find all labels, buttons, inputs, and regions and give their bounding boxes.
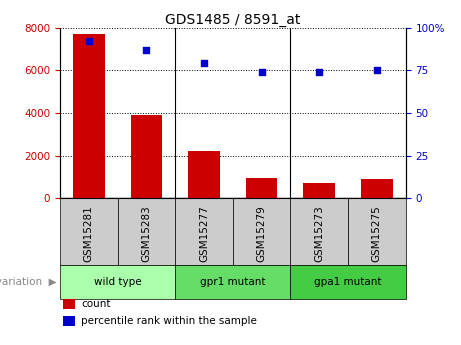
Text: GSM15273: GSM15273 (314, 205, 324, 262)
Point (142, 47, 150, 52)
Bar (303, 184, 335, 198)
Bar (63, 316, 76, 326)
FancyBboxPatch shape (290, 198, 348, 265)
Text: GSM15277: GSM15277 (199, 205, 209, 262)
FancyBboxPatch shape (348, 198, 406, 265)
Bar (188, 151, 220, 198)
Bar (63, 299, 76, 309)
FancyBboxPatch shape (233, 198, 290, 265)
Bar (130, 115, 162, 198)
FancyBboxPatch shape (290, 265, 406, 299)
FancyBboxPatch shape (175, 265, 290, 299)
FancyBboxPatch shape (118, 198, 175, 265)
Bar (246, 178, 278, 198)
Point (85, 39, 92, 44)
Text: wild type: wild type (94, 277, 142, 287)
Text: genotype/variation  ▶: genotype/variation ▶ (0, 277, 57, 287)
Text: count: count (81, 299, 111, 309)
Point (258, 69, 266, 75)
Point (200, 61, 207, 66)
Text: GSM15281: GSM15281 (84, 205, 94, 262)
Bar (73, 34, 105, 198)
Text: percentile rank within the sample: percentile rank within the sample (81, 316, 257, 326)
FancyBboxPatch shape (60, 198, 118, 265)
Text: GSM15279: GSM15279 (257, 205, 266, 262)
Point (373, 68, 381, 73)
Text: gpa1 mutant: gpa1 mutant (314, 277, 382, 287)
Text: GSM15283: GSM15283 (142, 205, 151, 262)
Point (315, 69, 323, 75)
FancyBboxPatch shape (175, 198, 233, 265)
Title: GDS1485 / 8591_at: GDS1485 / 8591_at (165, 12, 301, 27)
Text: gpr1 mutant: gpr1 mutant (200, 277, 266, 287)
Text: GSM15275: GSM15275 (372, 205, 382, 262)
FancyBboxPatch shape (60, 265, 175, 299)
Bar (361, 179, 393, 198)
